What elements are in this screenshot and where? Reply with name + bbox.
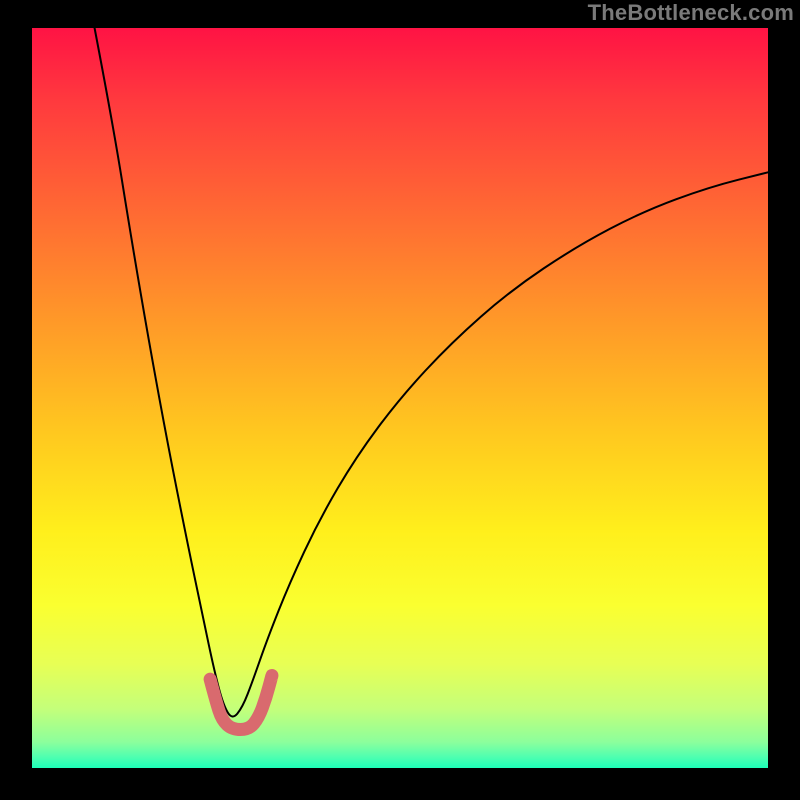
watermark-text: TheBottleneck.com bbox=[588, 0, 794, 26]
chart-container: TheBottleneck.com bbox=[0, 0, 800, 800]
chart-svg bbox=[0, 0, 800, 800]
plot-background bbox=[32, 28, 768, 768]
